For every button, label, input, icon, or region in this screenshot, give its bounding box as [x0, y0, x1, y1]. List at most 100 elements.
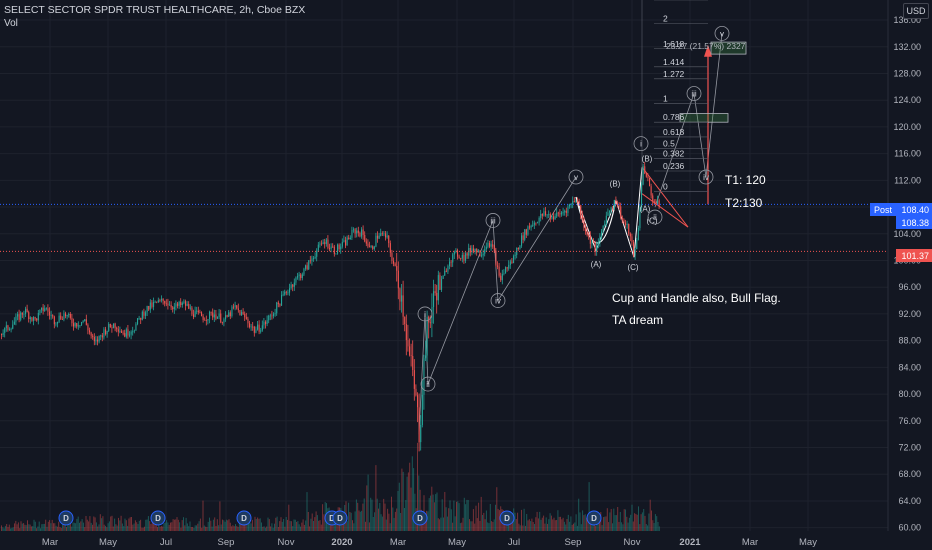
- candle-body: [538, 217, 540, 223]
- volume-bar: [638, 506, 639, 531]
- volume-bar: [267, 517, 269, 531]
- candle-body: [469, 248, 471, 253]
- volume-bar: [205, 526, 207, 531]
- volume-bar: [488, 523, 490, 531]
- volume-bar: [431, 486, 433, 531]
- candle-body: [477, 250, 479, 253]
- candle-body: [585, 227, 587, 232]
- volume-bar: [349, 512, 351, 531]
- dividend-marker[interactable]: D: [499, 510, 515, 526]
- volume-bar: [391, 496, 392, 531]
- candle-body: [55, 323, 57, 325]
- volume-bar: [457, 501, 459, 531]
- candle-body: [309, 260, 311, 262]
- dividend-marker-circle[interactable]: [236, 510, 252, 526]
- volume-bar: [602, 517, 604, 531]
- price-axis[interactable]: [887, 0, 932, 550]
- candle-body: [1, 334, 3, 335]
- volume-bar: [115, 524, 117, 531]
- currency-button[interactable]: USD: [903, 3, 929, 19]
- volume-bar: [401, 468, 403, 531]
- candle-body: [535, 222, 537, 224]
- candle-body: [653, 201, 655, 203]
- candle-body: [575, 200, 577, 202]
- volume-bar: [296, 521, 298, 531]
- volume-bar: [215, 526, 217, 531]
- volume-bar: [274, 523, 275, 531]
- volume-bar: [573, 523, 574, 531]
- fib-level-label: 0.618: [663, 127, 685, 137]
- wave-label-text: v: [720, 29, 724, 38]
- volume-bar: [72, 522, 74, 531]
- candle-body: [186, 304, 188, 306]
- dividend-marker-circle[interactable]: [58, 510, 74, 526]
- volume-bar: [565, 524, 567, 531]
- volume-bar: [46, 526, 48, 531]
- candle-body: [596, 245, 598, 252]
- candle-body: [194, 311, 196, 317]
- candle-body: [393, 261, 395, 264]
- dividend-marker-circle[interactable]: [499, 510, 515, 526]
- volume-bar: [51, 519, 53, 531]
- volume-bar: [449, 500, 451, 531]
- volume-bar: [654, 514, 656, 531]
- candle-body: [285, 291, 287, 293]
- volume-bar: [362, 503, 364, 531]
- target-2-note: T2:130: [725, 196, 763, 210]
- candle-body: [161, 298, 163, 301]
- candle-body: [457, 250, 459, 257]
- dividend-marker-circle[interactable]: [332, 510, 348, 526]
- volume-bar: [41, 524, 43, 531]
- wave-label-text: v: [574, 173, 578, 182]
- x-tick-label: Jul: [160, 537, 172, 548]
- volume-bar: [125, 520, 127, 531]
- volume-bar: [410, 487, 412, 531]
- dividend-marker[interactable]: D: [236, 510, 252, 526]
- volume-bar: [55, 525, 57, 531]
- volume-bar: [112, 526, 114, 531]
- fib-level-label: 0.236: [663, 161, 685, 171]
- candle-body: [149, 302, 151, 310]
- candle-body: [607, 212, 609, 216]
- volume-bar: [435, 494, 437, 531]
- candle-body: [610, 207, 612, 211]
- y-tick-label: 64.00: [898, 496, 921, 506]
- volume-bar: [194, 525, 196, 531]
- dividend-marker[interactable]: D: [412, 510, 428, 526]
- candle-body: [471, 248, 473, 253]
- wave-label: (C): [646, 216, 657, 225]
- dividend-marker-circle[interactable]: [412, 510, 428, 526]
- candle-body: [618, 205, 620, 207]
- dividend-marker[interactable]: D: [332, 510, 348, 526]
- volume-bar: [407, 472, 409, 531]
- volume-bar: [402, 471, 404, 531]
- dividend-marker[interactable]: D: [586, 510, 602, 526]
- volume-bar: [406, 476, 408, 531]
- volume-bar: [381, 516, 383, 531]
- volume-bar: [630, 514, 632, 531]
- volume-bar: [549, 513, 551, 531]
- dividend-marker[interactable]: D: [58, 510, 74, 526]
- volume-bar: [180, 527, 182, 531]
- volume-bar: [107, 523, 109, 531]
- dividend-marker-circle[interactable]: [150, 510, 166, 526]
- volume-bar: [17, 522, 19, 531]
- candle-body: [522, 235, 524, 240]
- y-tick-label: 96.00: [898, 282, 921, 292]
- volume-bar: [138, 520, 140, 531]
- volume-bar: [540, 519, 542, 531]
- candle-body: [540, 214, 542, 218]
- x-tick-label: Mar: [390, 537, 406, 548]
- volume-bar: [144, 526, 145, 531]
- last-value-badge: [896, 216, 932, 229]
- candle-body: [604, 224, 606, 226]
- dividend-marker[interactable]: D: [150, 510, 166, 526]
- fib-extension: 2.27221.6181.4141.27210.7860.6180.50.382…: [654, 0, 708, 192]
- candle-body: [311, 258, 313, 261]
- candle-body: [335, 253, 337, 255]
- volume-bar: [162, 526, 164, 531]
- volume-bar: [172, 519, 174, 531]
- dividend-marker-circle[interactable]: [586, 510, 602, 526]
